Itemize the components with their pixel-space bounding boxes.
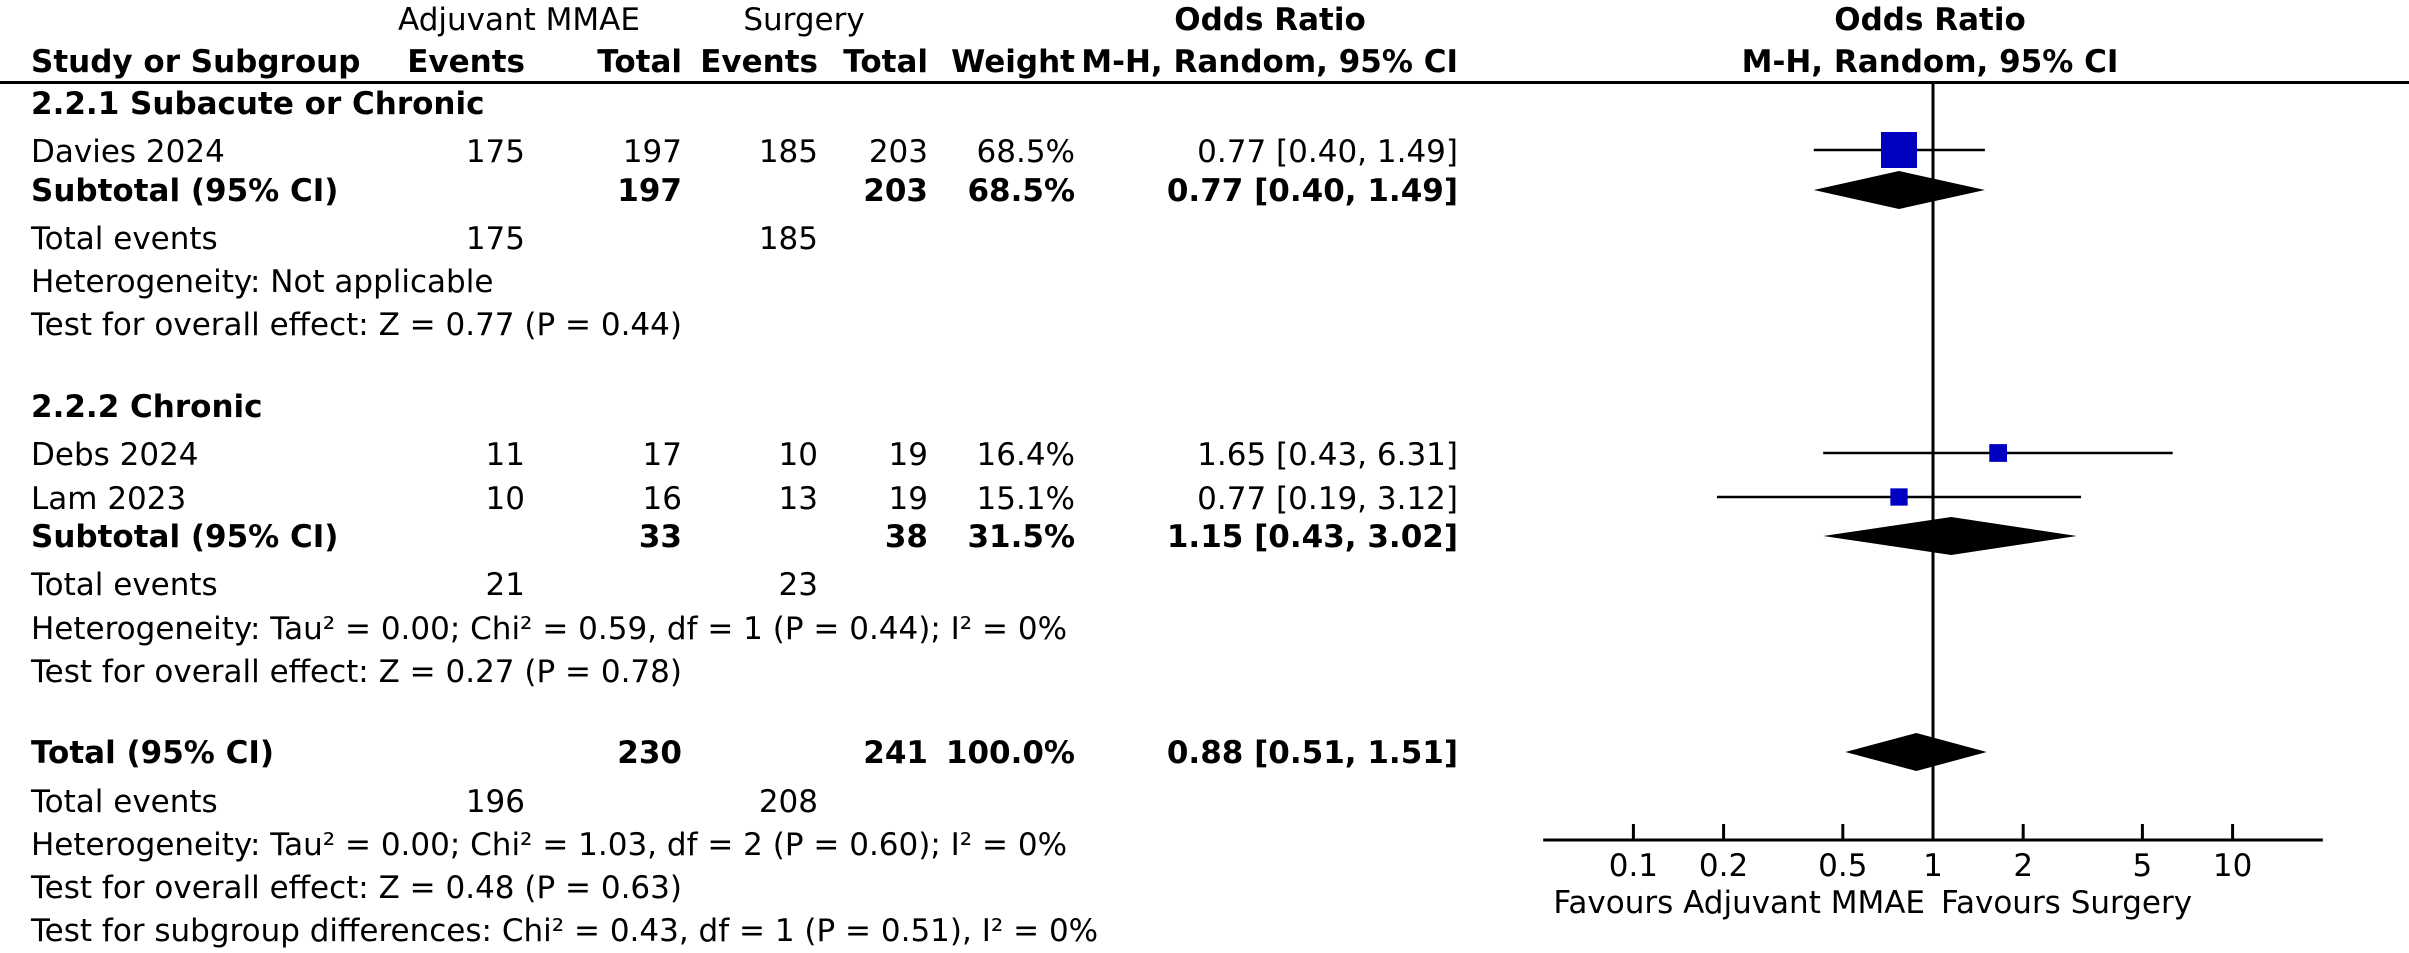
subgroup2-title: 2.2.2 Chronic (31, 389, 263, 425)
debs-total1: 17 (642, 437, 682, 473)
tick-label: 0.1 (1609, 848, 1658, 884)
debs-weight: 16.4% (976, 437, 1075, 473)
davies-ci: 0.77 [0.40, 1.49] (1197, 134, 1458, 170)
diamond-total (1845, 733, 1987, 771)
overall-total-events2: 208 (758, 784, 818, 820)
subtotal2-total1: 33 (638, 519, 682, 555)
subtotal2-label: Subtotal (95% CI) (31, 519, 339, 555)
group2-header: Surgery (743, 2, 865, 38)
lam-weight: 15.1% (976, 481, 1075, 517)
subtotal1-ci: 0.77 [0.40, 1.49] (1166, 173, 1458, 209)
plot-title: Odds Ratio (1834, 2, 2026, 38)
tick-label: 10 (2213, 848, 2252, 884)
group1-header: Adjuvant MMAE (398, 2, 640, 38)
total-weight: 100.0% (945, 735, 1075, 771)
lam-events1: 10 (485, 481, 525, 517)
debs-ci: 1.65 [0.43, 6.31] (1197, 437, 1458, 473)
subgroup1-heterogeneity: Heterogeneity: Not applicable (31, 264, 494, 300)
point-estimate-davies (1880, 132, 1917, 168)
subtotal1-total2: 203 (863, 173, 928, 209)
total-ci: 0.88 [0.51, 1.51] (1166, 735, 1458, 771)
point-estimate-lam (1890, 488, 1908, 506)
subgroup1-total-events2: 185 (758, 221, 818, 257)
subtotal1-label: Subtotal (95% CI) (31, 173, 339, 209)
davies-events1: 175 (465, 134, 525, 170)
subgroup1-total-events-label: Total events (31, 221, 218, 257)
study-name-debs: Debs 2024 (31, 437, 199, 473)
debs-events1: 11 (485, 437, 525, 473)
lam-ci: 0.77 [0.19, 3.12] (1197, 481, 1458, 517)
subtotal1-total1: 197 (617, 173, 682, 209)
events1-header: Events (407, 44, 525, 80)
davies-weight: 68.5% (976, 134, 1075, 170)
subgroup2-overall-effect: Test for overall effect: Z = 0.27 (P = 0… (31, 654, 682, 690)
subtotal2-ci: 1.15 [0.43, 3.02] (1166, 519, 1458, 555)
lam-events2: 13 (778, 481, 818, 517)
tick-label: 5 (2133, 848, 2153, 884)
favours-left-label: Favours Adjuvant MMAE (1553, 885, 1925, 921)
subgroup1-total-events1: 175 (465, 221, 525, 257)
overall-total-events1: 196 (465, 784, 525, 820)
study-name-davies: Davies 2024 (31, 134, 225, 170)
subtotal2-total2: 38 (884, 519, 928, 555)
weight-header: Weight (951, 44, 1075, 80)
total-total1: 230 (617, 735, 682, 771)
method-header: M-H, Random, 95% CI (1081, 44, 1458, 80)
point-estimate-debs (1989, 444, 2008, 462)
davies-total2: 203 (868, 134, 928, 170)
plot-method-header: M-H, Random, 95% CI (1741, 44, 2119, 80)
total-total2: 241 (863, 735, 928, 771)
lam-total1: 16 (642, 481, 682, 517)
header-rule (0, 81, 2409, 84)
study-name-lam: Lam 2023 (31, 481, 187, 517)
subgroup2-total-events1: 21 (485, 567, 525, 603)
study-column-header: Study or Subgroup (31, 44, 361, 80)
davies-total1: 197 (622, 134, 682, 170)
tick-label: 0.5 (1818, 848, 1867, 884)
davies-events2: 185 (758, 134, 818, 170)
total-label: Total (95% CI) (31, 735, 275, 771)
subtotal2-weight: 31.5% (967, 519, 1075, 555)
events2-header: Events (700, 44, 818, 80)
tick-label: 1 (1923, 848, 1943, 884)
debs-events2: 10 (778, 437, 818, 473)
diamond-subtotal1 (1813, 171, 1985, 209)
subtotal1-weight: 68.5% (967, 173, 1075, 209)
tick-label: 0.2 (1699, 848, 1748, 884)
diamond-subtotal2 (1823, 517, 2077, 555)
subgroup2-heterogeneity: Heterogeneity: Tau² = 0.00; Chi² = 0.59,… (31, 611, 1068, 647)
overall-effect-test: Test for overall effect: Z = 0.48 (P = 0… (31, 870, 682, 906)
subgroup-differences-test: Test for subgroup differences: Chi² = 0.… (31, 913, 1099, 949)
overall-total-events-label: Total events (31, 784, 218, 820)
subgroup2-total-events-label: Total events (31, 567, 218, 603)
favours-right-label: Favours Surgery (1941, 885, 2192, 921)
lam-total2: 19 (888, 481, 928, 517)
total1-header: Total (597, 44, 682, 80)
subgroup1-title: 2.2.1 Subacute or Chronic (31, 86, 485, 122)
or-column-title: Odds Ratio (1174, 2, 1366, 38)
total2-header: Total (843, 44, 928, 80)
overall-heterogeneity: Heterogeneity: Tau² = 0.00; Chi² = 1.03,… (31, 827, 1068, 863)
subgroup1-overall-effect: Test for overall effect: Z = 0.77 (P = 0… (31, 307, 682, 343)
subgroup2-total-events2: 23 (778, 567, 818, 603)
debs-total2: 19 (888, 437, 928, 473)
tick-label: 2 (2013, 848, 2033, 884)
